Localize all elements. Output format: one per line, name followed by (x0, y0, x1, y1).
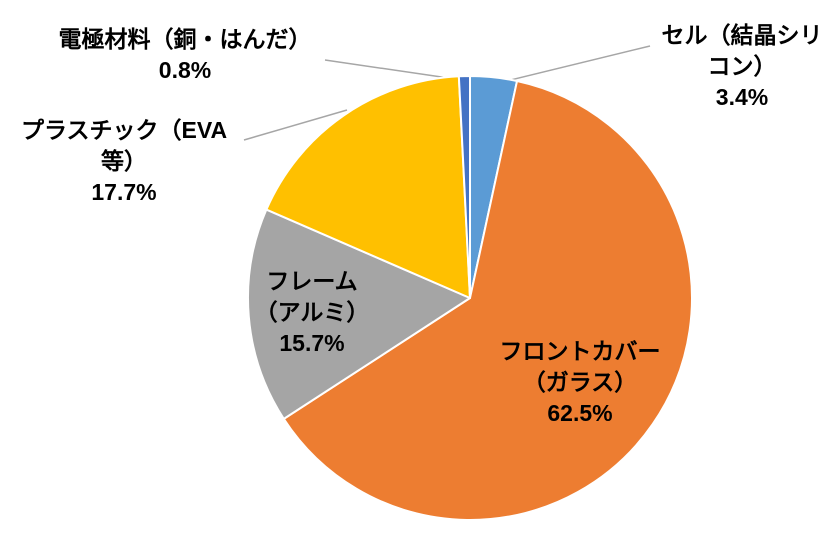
pie-slice-5 (457, 75, 471, 299)
label-electrode: 電極材料（銅・はんだ） 0.8% (59, 24, 312, 86)
label-frame-line1: フレーム (266, 268, 358, 294)
label-electrode-line1: 電極材料（銅・はんだ） (58, 26, 312, 52)
label-plastic-pct: 17.7% (91, 179, 157, 205)
label-front-cover-line2: （ガラス） (522, 369, 638, 395)
pie-slices (247, 75, 693, 522)
label-frame: フレーム （アルミ） 15.7% (255, 266, 370, 359)
label-cell: セル（結晶シリ コン） 3.4% (662, 20, 823, 113)
leader-lines (243, 45, 651, 141)
pie-slice-3 (247, 208, 471, 420)
label-cell-line1: セル（結晶シリ (661, 22, 823, 48)
label-cell-line2: コン） (707, 53, 777, 79)
leader-line-plastic (243, 109, 348, 141)
label-frame-pct: 15.7% (279, 330, 345, 356)
label-plastic: プラスチック（EVA 等） 17.7% (21, 115, 227, 208)
label-plastic-line1: プラスチック（EVA (20, 117, 228, 143)
label-plastic-line2: 等） (101, 148, 147, 174)
label-front-cover-line1: フロントカバー (499, 338, 661, 364)
leader-line-cell (493, 45, 651, 85)
pie-slice-4 (265, 75, 471, 299)
label-electrode-pct: 0.8% (158, 57, 212, 83)
pie-slice-2 (282, 80, 693, 522)
label-front-cover-pct: 62.5% (547, 400, 613, 426)
leader-line-electrode (324, 59, 463, 81)
label-front-cover: フロントカバー （ガラス） 62.5% (500, 336, 661, 429)
label-frame-line2: （アルミ） (254, 299, 370, 325)
label-cell-pct: 3.4% (715, 84, 769, 110)
